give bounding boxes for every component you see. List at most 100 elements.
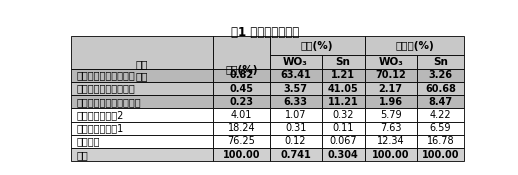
Text: 5.79: 5.79 xyxy=(380,110,401,120)
Text: 6.33: 6.33 xyxy=(283,97,308,107)
Text: 70.12: 70.12 xyxy=(376,71,406,80)
Text: 4.01: 4.01 xyxy=(231,110,252,120)
Text: 表1 钨锡矿试验结果: 表1 钨锡矿试验结果 xyxy=(232,26,299,39)
Text: 反浮选脱硅产品2: 反浮选脱硅产品2 xyxy=(77,110,124,120)
Bar xyxy=(322,55,365,69)
Text: 产品
名称: 产品 名称 xyxy=(136,59,148,81)
Text: 0.31: 0.31 xyxy=(285,123,306,133)
Bar xyxy=(71,37,213,69)
Bar xyxy=(365,108,416,122)
Bar xyxy=(270,122,322,135)
Bar xyxy=(213,82,270,95)
Bar xyxy=(322,95,365,108)
Text: 63.41: 63.41 xyxy=(280,71,311,80)
Bar xyxy=(270,37,365,55)
Bar xyxy=(365,122,416,135)
Bar xyxy=(213,122,270,135)
Text: 0.067: 0.067 xyxy=(329,136,357,146)
Bar xyxy=(270,148,322,161)
Bar xyxy=(270,95,322,108)
Text: 回收率(%): 回收率(%) xyxy=(395,41,434,51)
Bar xyxy=(71,122,213,135)
Bar xyxy=(416,122,464,135)
Text: 0.32: 0.32 xyxy=(333,110,354,120)
Text: 11.21: 11.21 xyxy=(328,97,358,107)
Bar xyxy=(71,82,213,95)
Text: 合计: 合计 xyxy=(77,150,88,160)
Text: 100.00: 100.00 xyxy=(422,150,459,160)
Text: 磁选精矿（黑钨精矿）: 磁选精矿（黑钨精矿） xyxy=(77,71,135,80)
Text: 磁选中矿（锡石次精矿）: 磁选中矿（锡石次精矿） xyxy=(77,97,141,107)
Bar xyxy=(270,55,322,69)
Text: 100.00: 100.00 xyxy=(223,150,260,160)
Bar xyxy=(213,148,270,161)
Text: 41.05: 41.05 xyxy=(328,84,358,94)
Bar xyxy=(71,135,213,148)
Text: 6.59: 6.59 xyxy=(429,123,451,133)
Text: 重选尾矿: 重选尾矿 xyxy=(77,136,100,146)
Text: 0.12: 0.12 xyxy=(285,136,306,146)
Bar xyxy=(71,95,213,108)
Bar xyxy=(270,69,322,82)
Bar xyxy=(416,148,464,161)
Bar xyxy=(365,37,464,55)
Text: 16.78: 16.78 xyxy=(427,136,454,146)
Bar xyxy=(416,135,464,148)
Text: 12.34: 12.34 xyxy=(377,136,405,146)
Bar xyxy=(322,108,365,122)
Bar xyxy=(71,148,213,161)
Text: 1.07: 1.07 xyxy=(285,110,306,120)
Text: 0.45: 0.45 xyxy=(229,84,253,94)
Bar xyxy=(365,82,416,95)
Bar xyxy=(365,95,416,108)
Bar xyxy=(213,69,270,82)
Bar xyxy=(322,148,365,161)
Text: 0.82: 0.82 xyxy=(229,71,254,80)
Text: Sn: Sn xyxy=(336,57,351,67)
Bar xyxy=(365,148,416,161)
Bar xyxy=(416,95,464,108)
Bar xyxy=(270,108,322,122)
Bar xyxy=(270,135,322,148)
Bar xyxy=(365,135,416,148)
Text: 3.57: 3.57 xyxy=(283,84,308,94)
Text: 反浮选脱硅产品1: 反浮选脱硅产品1 xyxy=(77,123,124,133)
Bar xyxy=(213,37,270,69)
Text: 4.22: 4.22 xyxy=(429,110,451,120)
Bar xyxy=(213,108,270,122)
Bar xyxy=(71,69,213,82)
Bar xyxy=(213,135,270,148)
Bar xyxy=(270,82,322,95)
Bar xyxy=(365,69,416,82)
Text: 3.26: 3.26 xyxy=(428,71,452,80)
Bar xyxy=(365,55,416,69)
Text: 0.304: 0.304 xyxy=(328,150,358,160)
Text: 品位(%): 品位(%) xyxy=(301,41,334,51)
Text: 1.96: 1.96 xyxy=(379,97,402,107)
Text: WO₃: WO₃ xyxy=(283,57,308,67)
Text: 76.25: 76.25 xyxy=(227,136,255,146)
Text: WO₃: WO₃ xyxy=(378,57,403,67)
Text: 0.741: 0.741 xyxy=(280,150,311,160)
Text: 100.00: 100.00 xyxy=(372,150,409,160)
Text: 1.21: 1.21 xyxy=(331,71,355,80)
Bar xyxy=(416,82,464,95)
Text: 2.17: 2.17 xyxy=(379,84,402,94)
Bar xyxy=(322,69,365,82)
Text: 磁选尾矿（锡石精矿）: 磁选尾矿（锡石精矿） xyxy=(77,84,135,94)
Bar xyxy=(322,82,365,95)
Bar xyxy=(322,122,365,135)
Bar xyxy=(416,108,464,122)
Text: 0.11: 0.11 xyxy=(333,123,354,133)
Bar xyxy=(71,108,213,122)
Bar xyxy=(213,95,270,108)
Text: 0.23: 0.23 xyxy=(229,97,253,107)
Text: 18.24: 18.24 xyxy=(228,123,255,133)
Bar xyxy=(322,135,365,148)
Text: 7.63: 7.63 xyxy=(380,123,401,133)
Text: Sn: Sn xyxy=(433,57,448,67)
Bar xyxy=(416,55,464,69)
Text: 8.47: 8.47 xyxy=(428,97,453,107)
Text: 产率(%): 产率(%) xyxy=(225,65,258,75)
Text: 60.68: 60.68 xyxy=(425,84,456,94)
